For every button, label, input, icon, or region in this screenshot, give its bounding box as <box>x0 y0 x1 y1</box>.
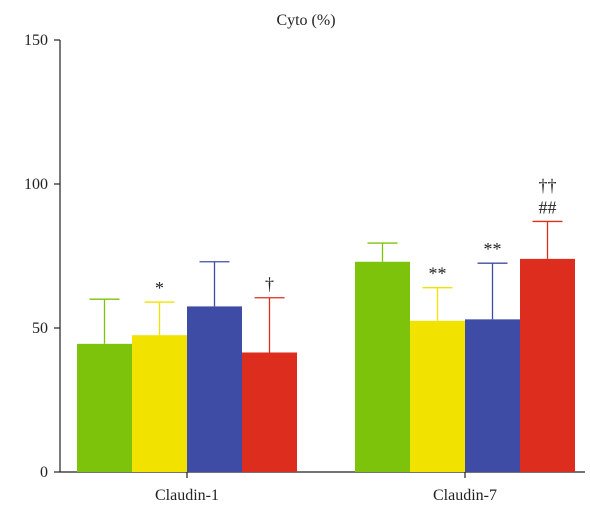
significance-mark: ** <box>484 239 502 259</box>
y-tick-label: 100 <box>24 176 48 193</box>
significance-annotations: * † ** ** ##†† <box>155 175 557 298</box>
chart-title: Cyto (%) <box>276 12 335 29</box>
bar <box>187 306 242 472</box>
bar <box>410 320 465 472</box>
significance-mark: ## <box>539 197 557 217</box>
y-tick-label: 0 <box>40 464 48 481</box>
significance-mark: † <box>265 274 274 294</box>
error-bars <box>89 220 563 353</box>
significance-mark: †† <box>539 175 557 195</box>
significance-mark: ** <box>429 264 447 284</box>
x-axis: Claudin-1 Claudin-7 <box>60 471 585 504</box>
bar-series <box>77 258 575 472</box>
y-tick-label: 50 <box>32 320 48 337</box>
x-tick-label: Claudin-7 <box>433 487 497 504</box>
bar <box>77 343 132 472</box>
bar <box>355 261 410 472</box>
y-axis: 0 50 100 150 <box>24 32 61 481</box>
significance-mark: * <box>155 278 164 298</box>
bar <box>465 319 520 472</box>
bar <box>520 258 575 472</box>
x-tick-label: Claudin-1 <box>155 487 219 504</box>
bar <box>132 335 187 472</box>
bar <box>242 352 297 472</box>
y-tick-label: 150 <box>24 32 48 49</box>
